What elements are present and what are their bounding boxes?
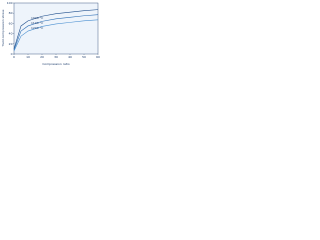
series-line xyxy=(13,14,99,51)
x-tick-label: 60 xyxy=(96,55,100,59)
x-tick-label: 0 xyxy=(13,55,15,59)
x-tick-label: 10 xyxy=(26,55,30,59)
series-label: 1000 °C xyxy=(31,16,43,20)
x-tick-label: 30 xyxy=(54,55,58,59)
y-tick-label: 40 xyxy=(9,32,13,36)
chart: Compression ratio Yield compression stre… xyxy=(1,1,100,66)
series-label: 1100 °C xyxy=(31,21,43,25)
y-tick-label: 80 xyxy=(9,11,13,15)
series-label: 1200 °C xyxy=(31,26,43,30)
y-tick-label: 60 xyxy=(9,21,13,25)
series-line xyxy=(13,19,99,52)
plot-area xyxy=(13,2,99,55)
x-axis-label: Compression ratio xyxy=(42,62,70,66)
y-tick-label: 0 xyxy=(11,52,13,56)
y-axis-label: Yield compression stress xyxy=(1,9,5,46)
x-tick-label: 50 xyxy=(82,55,86,59)
x-tick-label: 40 xyxy=(68,55,72,59)
series-line xyxy=(13,9,99,49)
x-tick-label: 20 xyxy=(40,55,44,59)
y-tick-label: 100 xyxy=(7,1,13,5)
y-tick-label: 20 xyxy=(9,42,13,46)
